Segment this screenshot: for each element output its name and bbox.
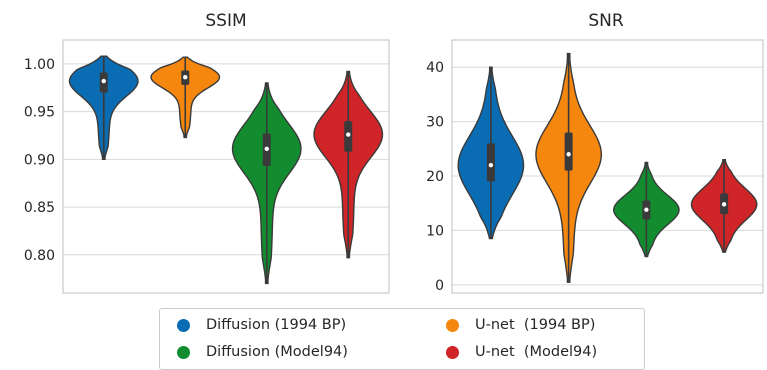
legend-label: U-net (Model94): [475, 344, 598, 360]
figure: SSIM 0.80 0.85 0.90 0.95 1.00 SNR 0 10 20 30 40: [24, 11, 764, 294]
legend-item-unet-model94: U-net (Model94): [446, 344, 597, 360]
legend-swatch: [177, 345, 190, 359]
legend-item-diffusion-1994bp: Diffusion (1994 BP): [177, 317, 346, 333]
ssim-ytick-label: 0.90: [24, 152, 55, 168]
legend-item-diffusion-model94: Diffusion (Model94): [177, 344, 348, 360]
legend-swatch: [177, 318, 190, 332]
ssim-ytick-label: 0.80: [24, 248, 55, 264]
snr-violin-median-0: [488, 162, 494, 168]
ssim-ytick-label: 1.00: [24, 57, 55, 73]
snr-title: SNR: [588, 11, 624, 31]
legend-swatch: [446, 318, 459, 332]
legend-label: Diffusion (1994 BP): [206, 317, 347, 333]
ssim-ytick-label: 0.95: [24, 105, 55, 121]
legend: Diffusion (1994 BP) U-net (1994 BP) Diff…: [159, 308, 645, 370]
snr-ytick-label: 20: [426, 169, 444, 185]
snr-ytick-label: 0: [435, 278, 444, 294]
snr-ytick-label: 40: [426, 60, 444, 76]
snr-panel: SNR 0 10 20 30 40: [426, 11, 764, 294]
legend-label: Diffusion (Model94): [206, 344, 348, 360]
snr-ytick-label: 10: [426, 223, 444, 239]
ssim-violin-median-2: [264, 146, 269, 152]
ssim-violin-median-0: [101, 78, 106, 84]
snr-violin-box-1: [564, 132, 573, 171]
ssim-panel: SSIM 0.80 0.85 0.90 0.95 1.00: [24, 11, 390, 294]
snr-violin-median-1: [566, 152, 571, 157]
snr-axes-frame: [451, 39, 764, 294]
snr-violin-median-3: [721, 202, 727, 207]
ssim-axes-frame: [62, 39, 390, 294]
legend-label: U-net (1994 BP): [475, 317, 596, 333]
snr-violin-box-0: [486, 143, 495, 182]
legend-item-unet-1994bp: U-net (1994 BP): [446, 317, 595, 333]
ssim-title: SSIM: [205, 11, 246, 31]
ssim-violin-median-3: [346, 132, 351, 137]
ssim-violin-median-1: [183, 75, 188, 80]
ssim-ytick-label: 0.85: [24, 200, 55, 216]
snr-ytick-label: 30: [426, 115, 444, 131]
legend-swatch: [446, 345, 459, 359]
snr-violin-median-2: [644, 207, 649, 212]
